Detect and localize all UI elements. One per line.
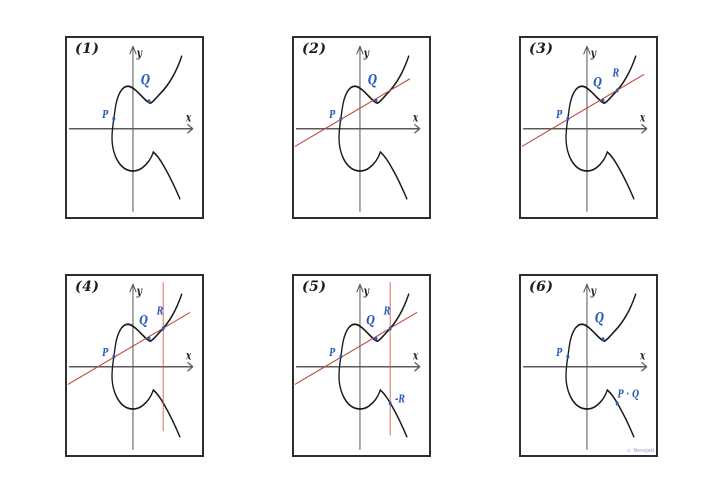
point-minusR-dot bbox=[388, 401, 392, 406]
x-axis-arrow-icon bbox=[641, 361, 648, 372]
y-axis-arrow-icon bbox=[583, 283, 591, 293]
x-axis-label: x bbox=[412, 349, 419, 363]
panel-6: (6) x y P Q P · Q c. Nonejad bbox=[519, 274, 658, 457]
secant-line bbox=[294, 312, 418, 385]
elliptic-curve bbox=[338, 55, 410, 200]
panel-number: (4) bbox=[75, 279, 100, 295]
panel-canvas: x y P QR -R bbox=[294, 282, 421, 450]
point-R-label: R bbox=[156, 305, 164, 318]
point-Q-dot bbox=[147, 99, 151, 104]
point-P-dot bbox=[566, 116, 570, 121]
elliptic-curve bbox=[338, 293, 410, 438]
x-axis-label: x bbox=[185, 111, 192, 125]
panel-canvas: x y P QR bbox=[521, 45, 648, 212]
point-P-dot bbox=[566, 354, 570, 359]
point-R-label: R bbox=[383, 305, 391, 318]
secant-line bbox=[67, 312, 191, 385]
point-Q-dot bbox=[147, 336, 151, 341]
point-R-dot bbox=[161, 326, 165, 331]
x-axis-label: x bbox=[412, 111, 419, 125]
point-Q-label: Q bbox=[368, 71, 377, 88]
point-Q-dot bbox=[601, 98, 605, 103]
y-axis-label: y bbox=[136, 284, 143, 299]
point-R-dot bbox=[388, 326, 392, 331]
x-axis-arrow-icon bbox=[641, 123, 648, 134]
point-Q-label: Q bbox=[593, 74, 602, 90]
elliptic-curve bbox=[565, 55, 637, 200]
point-PdotQ-dot bbox=[615, 401, 619, 406]
panel-number: (6) bbox=[529, 279, 554, 295]
y-axis-arrow-icon bbox=[129, 45, 137, 55]
panel-canvas: x y P QR bbox=[67, 282, 194, 450]
point-P-dot bbox=[112, 354, 116, 359]
y-axis-arrow-icon bbox=[583, 45, 591, 55]
point-P-dot bbox=[339, 354, 343, 359]
point-Q-dot bbox=[601, 337, 605, 342]
panel-2: (2) x y P Q bbox=[292, 36, 431, 219]
point-Q-label: Q bbox=[141, 71, 150, 88]
y-axis-label: y bbox=[363, 46, 370, 61]
x-axis-label: x bbox=[185, 349, 192, 363]
point-minusR-label: -R bbox=[395, 393, 405, 406]
panel-5: (5) x y P Q R -R bbox=[292, 274, 431, 457]
panel-number: (2) bbox=[302, 41, 327, 57]
panel-canvas: x y P Q bbox=[294, 45, 421, 212]
point-P-label: P bbox=[101, 109, 109, 122]
panel-1: (1) x y P Q bbox=[65, 36, 204, 219]
x-axis-arrow-icon bbox=[187, 123, 194, 134]
point-Q-label: Q bbox=[366, 312, 375, 328]
x-axis-label: x bbox=[639, 111, 646, 125]
x-axis-arrow-icon bbox=[187, 361, 194, 372]
point-P-dot bbox=[112, 116, 116, 121]
y-axis-label: y bbox=[590, 284, 597, 299]
point-Q-label: Q bbox=[595, 309, 604, 326]
point-P-label: P bbox=[328, 109, 336, 122]
y-axis-label: y bbox=[363, 284, 370, 299]
elliptic-curve bbox=[111, 55, 183, 200]
artist-signature: c. Nonejad bbox=[627, 448, 654, 454]
x-axis-label: x bbox=[639, 349, 646, 363]
point-P-label: P bbox=[555, 109, 563, 122]
elliptic-curve bbox=[565, 293, 637, 438]
point-Q-dot bbox=[374, 98, 378, 103]
secant-line bbox=[521, 74, 645, 147]
y-axis-arrow-icon bbox=[129, 283, 137, 293]
point-Q-dot bbox=[374, 336, 378, 341]
point-Q-label: Q bbox=[139, 312, 148, 328]
panel-canvas: x y P Q bbox=[68, 45, 194, 212]
panel-number: (1) bbox=[75, 41, 100, 57]
point-P-label: P bbox=[328, 347, 336, 360]
y-axis-arrow-icon bbox=[356, 283, 364, 293]
panel-canvas: x y P Q P · Q bbox=[522, 283, 648, 450]
point-P-dot bbox=[339, 116, 343, 121]
x-axis-arrow-icon bbox=[414, 361, 421, 372]
point-R-label: R bbox=[612, 67, 620, 80]
y-axis-label: y bbox=[136, 46, 143, 61]
elliptic-curve bbox=[111, 293, 183, 438]
panel-number: (3) bbox=[529, 41, 554, 57]
y-axis-label: y bbox=[590, 46, 597, 61]
panel-number: (5) bbox=[302, 279, 327, 295]
point-P-label: P bbox=[555, 347, 563, 360]
y-axis-arrow-icon bbox=[356, 45, 364, 55]
x-axis-arrow-icon bbox=[414, 123, 421, 134]
point-PdotQ-label: P · Q bbox=[617, 388, 640, 401]
point-P-label: P bbox=[101, 347, 109, 360]
secant-line bbox=[294, 78, 411, 147]
point-R-dot bbox=[615, 88, 619, 93]
